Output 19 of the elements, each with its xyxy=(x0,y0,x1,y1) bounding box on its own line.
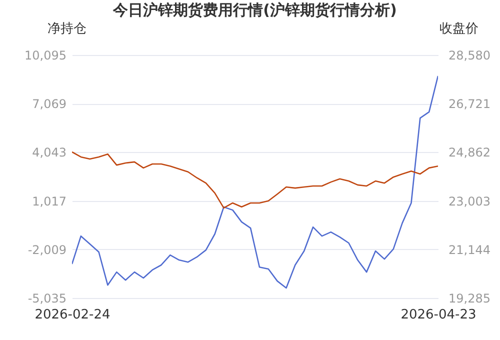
y-tick-label: -2,009 xyxy=(28,242,66,257)
line-series xyxy=(72,151,438,209)
y-tick-label: 7,069 xyxy=(32,97,66,112)
y-tick-label: 1,017 xyxy=(32,194,66,208)
y2-tick-label: 24,862 xyxy=(448,146,490,160)
y2-tick-label: 23,003 xyxy=(448,194,490,208)
y2-axis-title: 收盘价 xyxy=(440,22,478,36)
x-tick-label: 2026-02-24 xyxy=(34,308,110,322)
y-tick-label: -5,035 xyxy=(28,292,66,306)
y2-tick-label: 26,721 xyxy=(448,97,490,112)
y-axis-title: 净持仓 xyxy=(48,22,86,36)
y-tick-label: 4,043 xyxy=(32,146,66,160)
x-tick-label: 2026-04-23 xyxy=(400,308,476,322)
chart-title: 今日沪锌期货费用行情(沪锌期货行情分析) xyxy=(112,1,397,19)
y2-tick-label: 28,580 xyxy=(448,48,490,62)
y2-tick-label: 19,285 xyxy=(448,292,490,306)
y2-tick-label: 21,144 xyxy=(448,242,490,257)
line-series xyxy=(72,75,438,289)
y-tick-label: 10,095 xyxy=(24,48,66,62)
